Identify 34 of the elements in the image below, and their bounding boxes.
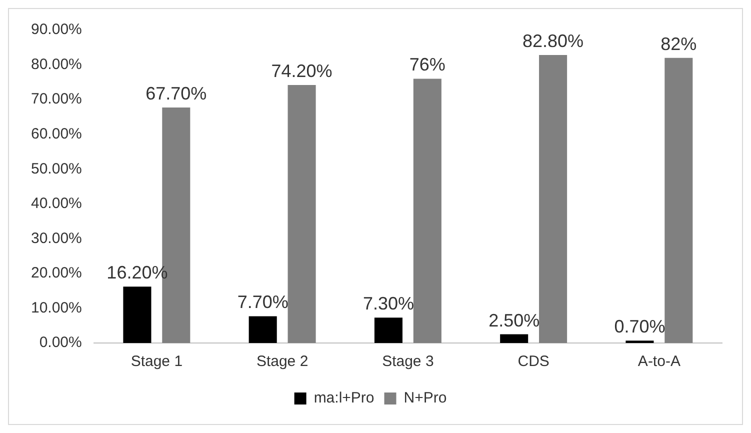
y-tick-label: 60.00% [31, 125, 82, 142]
x-tick-label: Stage 1 [130, 353, 183, 370]
bar [248, 316, 277, 343]
y-tick-label: 20.00% [31, 264, 82, 282]
legend-label: ma:l+Pro [314, 390, 374, 407]
x-tick-label: Stage 3 [382, 353, 434, 370]
y-tick-label: 50.00% [31, 160, 82, 178]
x-tick-label: Stage 2 [256, 353, 308, 370]
data-label: 7.70% [237, 292, 288, 312]
data-label: 82% [660, 34, 697, 54]
y-tick-label: 0.00% [39, 334, 82, 352]
y-tick-label: 80.00% [31, 56, 82, 73]
y-tick-label: 40.00% [31, 195, 82, 212]
bar [123, 286, 152, 343]
data-label: 82.80% [522, 31, 584, 52]
y-tick-label: 90.00% [31, 21, 82, 38]
data-label: 67.70% [146, 84, 207, 104]
y-tick-label: 30.00% [31, 230, 82, 247]
x-tick-label: CDS [518, 353, 550, 370]
data-label: 2.50% [488, 310, 540, 330]
data-label: 74.20% [271, 60, 332, 81]
data-label: 7.30% [362, 294, 414, 314]
bar [413, 78, 442, 343]
bar [664, 58, 693, 343]
bar [539, 55, 568, 343]
bar [288, 84, 316, 343]
data-label: 76% [409, 54, 446, 75]
y-tick-label: 10.00% [31, 299, 82, 316]
legend-label: N+Pro [404, 390, 447, 407]
y-tick-label: 70.00% [31, 90, 82, 108]
data-label: 0.70% [614, 316, 666, 337]
bar [500, 334, 528, 343]
x-tick-label: A-to-A [638, 353, 680, 370]
bar [374, 318, 402, 343]
